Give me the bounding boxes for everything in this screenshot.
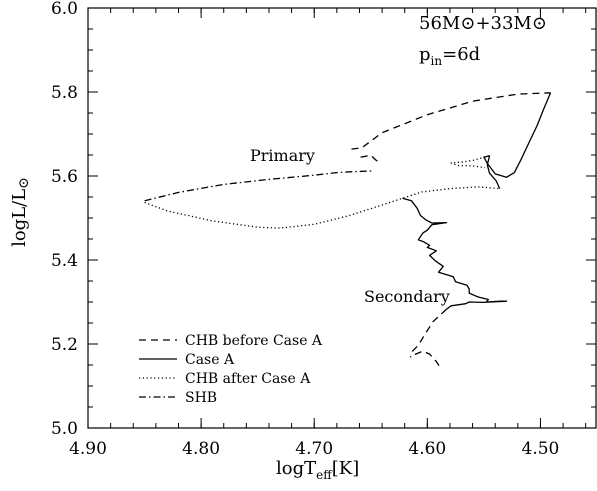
legend-label: CHB after Case A <box>185 371 311 387</box>
series-layer <box>144 92 552 371</box>
series-chb-after-case-a-line-1 <box>144 186 500 229</box>
series-chb-after-case-a-line-2 <box>450 156 486 169</box>
series-case-a-line-1 <box>483 92 552 189</box>
x-tick-label: 4.90 <box>69 439 107 459</box>
y-axis-label: logL/L⊙ <box>9 177 32 247</box>
period-annotation: pin=6d <box>419 44 480 68</box>
legend-label: SHB <box>185 390 217 406</box>
series-chb-before-case-a-line-2 <box>360 154 379 162</box>
x-tick-label: 4.60 <box>408 439 446 459</box>
series-chb-before-case-a-line-4 <box>414 350 441 371</box>
y-tick-label: 5.8 <box>51 83 78 103</box>
y-tick-label: 6.0 <box>51 0 78 19</box>
secondary-label: Secondary <box>364 287 450 306</box>
plot-frame <box>87 7 597 429</box>
series-shb-line-1 <box>144 170 375 202</box>
y-tick-label: 5.0 <box>51 419 78 439</box>
x-tick-label: 4.50 <box>522 439 560 459</box>
x-tick-label: 4.70 <box>295 439 333 459</box>
x-axis-label: logTeff[K] <box>276 458 359 482</box>
series-chb-before-case-a-line-3 <box>409 308 448 358</box>
legend-label: Case A <box>185 352 235 368</box>
y-tick-label: 5.4 <box>51 251 78 271</box>
primary-label: Primary <box>250 146 315 165</box>
y-tick-label: 5.2 <box>51 335 78 355</box>
legend: CHB before Case A Case A CHB after Case A S… <box>139 333 323 406</box>
series-chb-before-case-a-line-1 <box>351 92 551 150</box>
series-case-a-line-2 <box>402 197 508 310</box>
mass-annotation: 56M⊙+33M⊙ <box>419 13 547 34</box>
legend-label: CHB before Case A <box>185 333 323 349</box>
text-layer: 56M⊙+33M⊙ pin=6d Primary Secondary logL/… <box>9 13 547 482</box>
y-tick-label: 5.6 <box>51 167 78 187</box>
axes: 4.90 4.80 4.70 4.60 4.50 5.0 5.2 5.4 5.6 5.8 6.0 <box>51 0 597 459</box>
x-tick-label: 4.80 <box>182 439 220 459</box>
